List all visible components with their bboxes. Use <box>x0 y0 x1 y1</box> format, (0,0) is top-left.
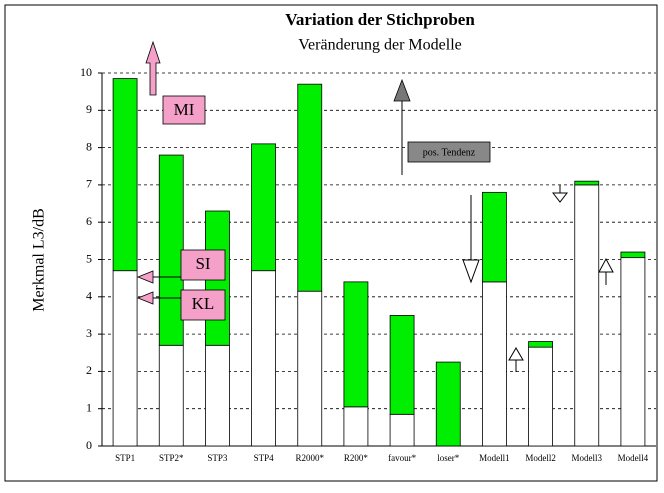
bar-segment <box>574 180 600 186</box>
arrow <box>598 257 614 273</box>
bar-segment <box>297 83 323 292</box>
arrow <box>393 78 411 102</box>
annotations: MI SI KL pos. Tendenz <box>136 40 614 372</box>
y-tick-label: 5 <box>86 251 92 265</box>
arrow <box>551 192 569 203</box>
frame <box>4 4 658 482</box>
bar-segment <box>251 270 276 447</box>
y-tick-label: 3 <box>86 326 92 340</box>
annotation: SI <box>195 254 210 273</box>
bar-segment <box>158 154 184 346</box>
y-tick-label: 8 <box>86 139 92 153</box>
bar-segment <box>389 413 415 447</box>
annotation: KL <box>192 294 215 313</box>
bar-segment <box>112 78 138 272</box>
x-tick-label: Modell3 <box>572 453 603 463</box>
bar-segment <box>620 257 646 447</box>
bar-segment <box>205 344 230 447</box>
annotation: pos. Tendenz <box>423 147 476 158</box>
bar-segment <box>251 143 276 272</box>
annotation-box <box>407 141 491 163</box>
x-tick-label: R200* <box>344 453 369 463</box>
bar-segment <box>528 346 553 447</box>
x-tick-label: loser* <box>437 453 459 463</box>
bar-segment <box>297 290 323 447</box>
x-tick-label: Modell1 <box>479 453 510 463</box>
chart-title: Variation der Stichproben <box>285 10 475 29</box>
annotation: MI <box>174 100 195 119</box>
y-tick-label: 4 <box>86 289 92 303</box>
x-tick-label: Modell2 <box>525 453 556 463</box>
annotation-box <box>162 95 206 125</box>
annotation-box <box>180 249 226 281</box>
x-tick-label: STP4 <box>254 453 275 463</box>
arrow <box>508 347 524 361</box>
x-tick-label: STP2* <box>159 453 184 463</box>
bar-segment <box>482 281 507 447</box>
bar-segment <box>343 406 369 447</box>
y-axis-label: Merkmal L3/dB <box>31 208 48 312</box>
plot: 0 1 2 3 4 5 6 7 8 9 10 STP1 STP2* STP3 STP4 R2000* R200*… <box>80 65 656 463</box>
chart-subtitle: Veränderung der Modelle <box>298 37 462 54</box>
y-tick-label: 10 <box>80 65 92 79</box>
y-tick-label: 6 <box>86 214 92 228</box>
bar-segment <box>158 344 184 447</box>
bar-segment <box>389 315 415 415</box>
annotation-box <box>180 289 226 321</box>
arrow <box>145 40 161 96</box>
bar-segment <box>343 281 369 408</box>
y-tick-label: 7 <box>86 177 92 191</box>
y-tick-label: 9 <box>86 102 92 116</box>
bar-segment <box>528 341 553 348</box>
arrow <box>462 259 480 284</box>
y-tick-label: 2 <box>86 363 92 377</box>
x-tick-label: R2000* <box>295 453 324 463</box>
bar-segment <box>620 251 646 259</box>
x-tick-label: Modell4 <box>618 453 649 463</box>
bar-segment <box>574 184 600 447</box>
bar-segment <box>112 270 138 447</box>
x-tick-label: STP1 <box>115 453 135 463</box>
y-tick-label: 0 <box>86 438 92 452</box>
x-tick-label: STP3 <box>207 453 228 463</box>
bar-segment <box>435 361 461 447</box>
y-tick-label: 1 <box>86 400 92 414</box>
x-tick-label: favour* <box>388 453 416 463</box>
bar-segment <box>482 191 507 283</box>
